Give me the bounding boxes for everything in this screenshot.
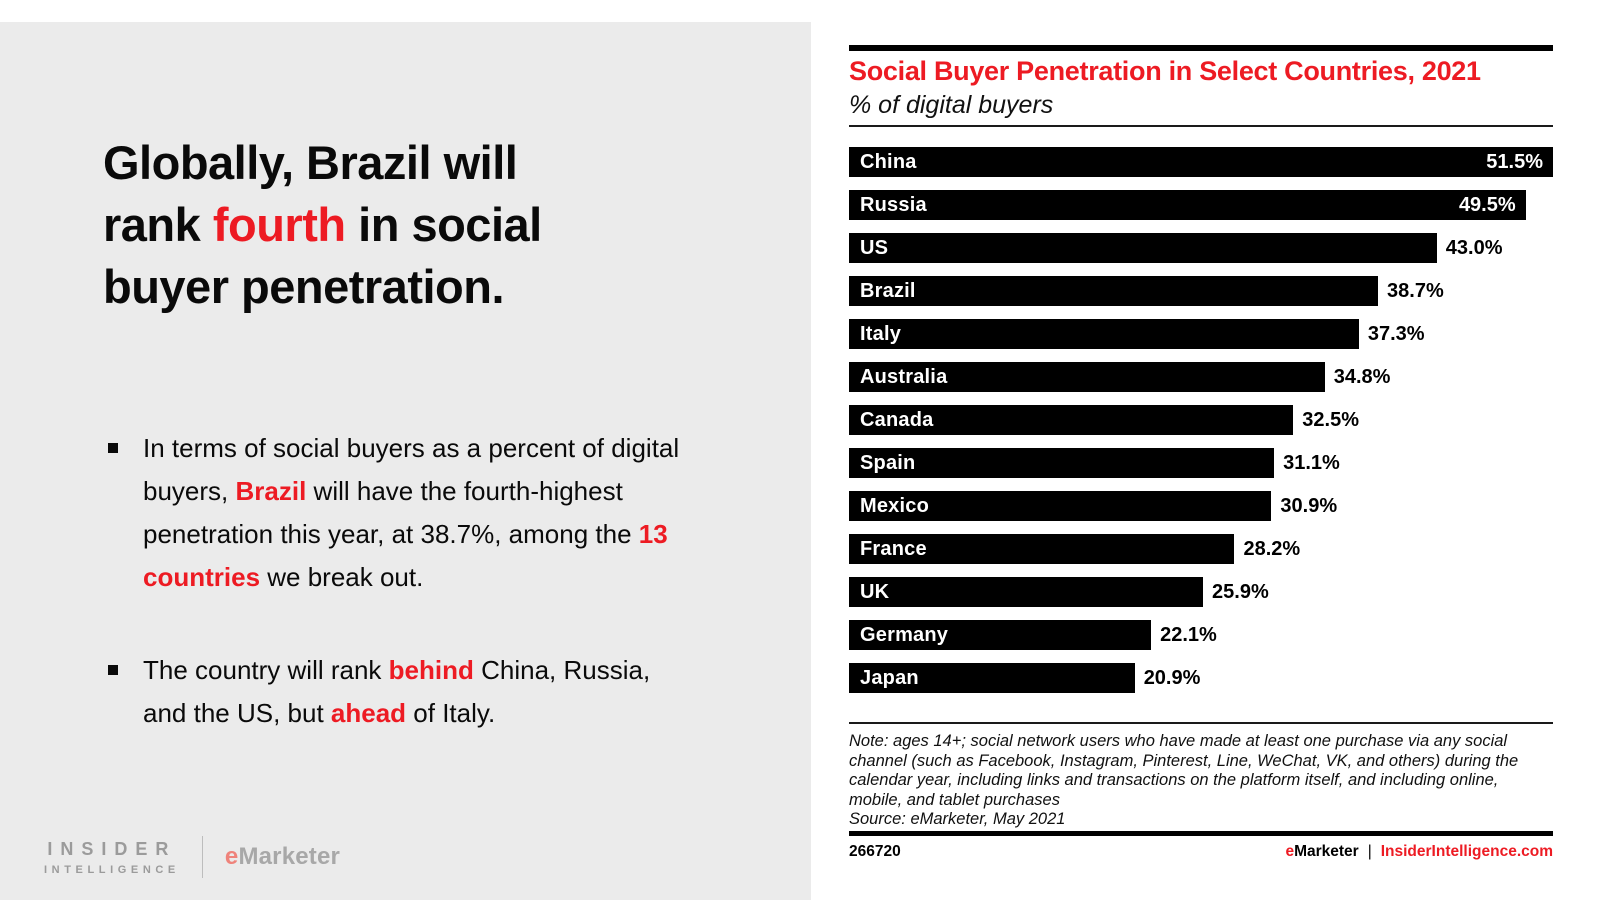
bar-value-label: 28.2% [1243,537,1301,560]
bar-value-label: 43.0% [1445,236,1503,259]
bar-value-label: 31.1% [1283,451,1340,474]
insider-intelligence-emarketer-logo: INSIDER INTELLIGENCE eMarketer [44,836,340,878]
bar-row: China 51.5% [849,147,1553,177]
bar-value-label: 49.5% [1458,193,1516,216]
bar-france: France [849,534,1235,564]
chart-title: Social Buyer Penetration in Select Count… [849,56,1481,86]
bar-country-label: Australia [860,365,948,388]
bar-country-label: US [860,236,889,259]
logo-line-intelligence: INTELLIGENCE [44,863,180,876]
chart-note-rule [849,722,1553,724]
bar-country-label: Spain [860,451,916,474]
bar-value-label: 32.5% [1302,408,1359,431]
bar-russia: Russia 49.5% [849,190,1526,220]
bar-row: Australia 34.8% [849,362,1553,392]
footer-site-link: InsiderIntelligence.com [1380,843,1553,860]
bar-country-label: Brazil [860,279,916,302]
chart-header-rule [849,125,1553,127]
bar-row: Mexico 30.9% [849,491,1553,521]
bar-country-label: Japan [860,666,919,689]
chart-subtitle: % of digital buyers [849,91,1054,119]
bar-germany: Germany [849,620,1152,650]
emarketer-logo-e: e [224,843,239,870]
bar-country-label: UK [860,580,890,603]
bar-country-label: Italy [860,322,902,345]
bullet-text: In terms of social buyers as a percent o… [143,433,680,592]
bar-brazil: Brazil [849,276,1379,306]
bar-mexico: Mexico [849,491,1272,521]
bar-row: Italy 37.3% [849,319,1553,349]
bar-spain: Spain [849,448,1275,478]
bar-country-label: Canada [860,408,934,431]
bar-row: Spain 31.1% [849,448,1553,478]
chart-container: Social Buyer Penetration in Select Count… [849,0,1553,900]
bar-value-label: 34.8% [1333,365,1391,388]
bar-value-label: 37.3% [1367,322,1425,345]
logo-line-insider: INSIDER [47,838,177,859]
bar-row: Japan 20.9% [849,663,1553,693]
bar-row: France 28.2% [849,534,1553,564]
chart-id: 266720 [849,843,901,860]
bar-italy: Italy [849,319,1359,349]
bar-row: US 43.0% [849,233,1553,263]
chart-note: Note: ages 14+; social network users who… [849,732,1553,830]
bullet-item: In terms of social buyers as a percent o… [108,427,708,599]
bar-row: UK 25.9% [849,577,1553,607]
bar-china: China 51.5% [849,147,1553,177]
bullet-list: In terms of social buyers as a percent o… [108,427,708,785]
note-text: Note: ages 14+; social network users who… [849,732,1519,809]
footer-brand: eMarketer | InsiderIntelligence.com [1285,843,1553,861]
bar-country-label: Russia [860,193,927,216]
chart-panel: Social Buyer Penetration in Select Count… [811,0,1600,900]
chart-bottom-rule [849,831,1553,836]
bar-value-label: 25.9% [1212,580,1269,603]
bar-row: Germany 22.1% [849,620,1553,650]
bar-country-label: France [860,537,927,560]
bar-row: Russia 49.5% [849,190,1553,220]
headline: Globally, Brazil will rank fourth in soci… [103,136,542,313]
bullet-item: The country will rank behind China, Russ… [108,649,708,735]
footer-emarketer-e: e [1285,843,1295,860]
bar-value-label: 38.7% [1387,279,1444,302]
bar-row: Canada 32.5% [849,405,1553,435]
chart-top-rule [849,45,1553,51]
chart-footer: 266720 eMarketer | InsiderIntelligence.com [849,843,1553,861]
left-panel: Globally, Brazil will rank fourth in soci… [0,22,811,900]
bullet-text: The country will rank behind China, Russ… [143,655,651,728]
bar-us: US [849,233,1437,263]
insider-intelligence-wordmark: INSIDER INTELLIGENCE [44,839,180,876]
logo-divider [201,836,203,878]
bar-country-label: Germany [860,623,949,646]
emarketer-wordmark: eMarketer [225,843,340,871]
source-text: Source: eMarketer, May 2021 [849,810,1066,828]
bar-value-label: 30.9% [1280,494,1338,517]
bar-uk: UK [849,577,1204,607]
bar-row: Brazil 38.7% [849,276,1553,306]
footer-emarketer-rest: Marketer [1294,843,1359,860]
bullet-square-icon [108,665,118,675]
bar-country-label: China [860,150,917,173]
bar-country-label: Mexico [860,494,930,517]
bar-value-label: 20.9% [1143,666,1201,689]
bar-value-label: 51.5% [1486,150,1543,173]
bar-chart: China 51.5% Russia 49.5% US 43.0% Brazil 38.7% I… [849,147,1553,706]
bar-japan: Japan [849,663,1135,693]
bar-value-label: 22.1% [1160,623,1217,646]
emarketer-logo-rest: Marketer [238,843,341,870]
bar-canada: Canada [849,405,1294,435]
bullet-square-icon [108,443,118,453]
bar-australia: Australia [849,362,1325,392]
footer-separator: | [1367,843,1372,860]
